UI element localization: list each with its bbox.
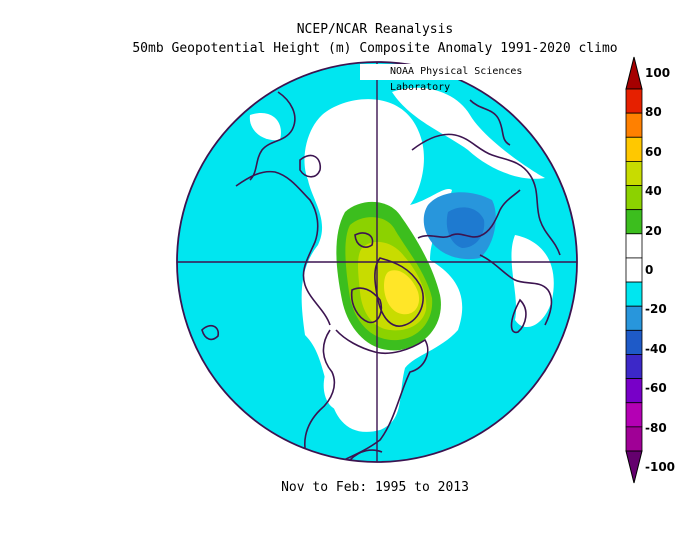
colorbar-swatch xyxy=(625,88,643,114)
colorbar-tick-label: 20 xyxy=(645,223,662,238)
coastlines xyxy=(201,91,561,462)
colorbar-swatch xyxy=(625,354,643,380)
colorbar-tick-label: -60 xyxy=(645,381,667,396)
colorbar-swatch xyxy=(625,281,643,307)
colorbar-tick-label: 60 xyxy=(645,144,662,159)
lab-label: NOAA Physical Sciences Laboratory xyxy=(360,64,575,93)
colorbar-bottom-arrow xyxy=(625,450,643,484)
title-line-2: 50mb Geopotential Height (m) Composite A… xyxy=(132,41,618,56)
colorbar-tick-label: 100 xyxy=(645,66,671,80)
colorbar-swatch xyxy=(625,305,643,331)
colorbar-swatch xyxy=(625,329,643,355)
colorbar-tick-label: -40 xyxy=(645,341,667,356)
colorbar-swatch xyxy=(625,136,643,162)
colorbar-swatch xyxy=(625,257,643,283)
colorbar-swatch xyxy=(625,426,643,452)
zero-anomaly-region-2 xyxy=(392,87,545,179)
negative-anomaly-core xyxy=(446,207,485,248)
colorbar-tick-label: -20 xyxy=(645,302,667,317)
colorbar-tick-label: 80 xyxy=(645,105,662,120)
colorbar-tick-label: -100 xyxy=(645,460,676,474)
footer-date-range: Nov to Feb: 1995 to 2013 xyxy=(281,480,469,495)
colorbar-swatch xyxy=(625,378,643,404)
map-boundary xyxy=(176,61,578,463)
colorbar-top-arrow xyxy=(625,56,643,90)
colorbar-swatch xyxy=(625,209,643,235)
colorbar-swatch xyxy=(625,160,643,186)
title-line-1: NCEP/NCAR Reanalysis xyxy=(296,22,454,37)
colorbar-swatch xyxy=(625,402,643,428)
zero-anomaly-region-3 xyxy=(511,235,554,328)
colorbar-tick-label: 0 xyxy=(645,263,654,277)
zero-anomaly-region-5 xyxy=(249,112,281,141)
positive-anomaly-50 xyxy=(384,270,420,315)
colorbar-tick-label: 40 xyxy=(645,184,662,199)
colorbar-swatch xyxy=(625,233,643,259)
colorbar-swatch xyxy=(625,112,643,138)
colorbar-tick-label: -80 xyxy=(645,420,667,435)
colorbar-swatch xyxy=(625,185,643,211)
